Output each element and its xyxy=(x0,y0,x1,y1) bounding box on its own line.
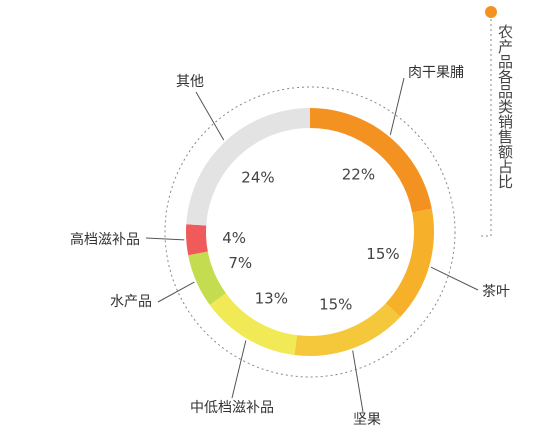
category-label-2: 坚果 xyxy=(353,412,381,428)
leader-lines-group xyxy=(145,77,479,413)
percent-labels-group: 22% 15% 15% 13%7% 4% 24% xyxy=(222,165,399,313)
category-label-3: 中低档滋补品 xyxy=(190,400,274,416)
percent-label-6: 24% xyxy=(241,169,274,187)
percent-label-3: 13% xyxy=(255,289,288,307)
category-label-1: 茶叶 xyxy=(482,284,510,300)
leader-line-0 xyxy=(389,77,405,136)
slice-1 xyxy=(385,208,434,317)
leader-line-2 xyxy=(352,350,364,413)
leader-line-4 xyxy=(157,281,195,303)
slices-group xyxy=(186,108,434,356)
category-label-6: 其他 xyxy=(176,74,204,90)
outer-dotted-ring xyxy=(164,86,456,378)
chart-title: 农产品各品类销售额占比 xyxy=(496,24,514,189)
slice-3 xyxy=(209,293,297,356)
slice-5 xyxy=(186,224,208,256)
category-label-4: 水产品 xyxy=(110,294,152,310)
percent-label-5: 4% xyxy=(222,229,246,247)
title-marker-dot xyxy=(485,6,497,18)
leader-line-3 xyxy=(231,340,247,399)
category-label-0: 肉干果脯 xyxy=(408,65,464,81)
leader-line-6 xyxy=(195,91,225,141)
slice-4 xyxy=(188,251,226,305)
percent-label-2: 15% xyxy=(319,296,352,314)
slice-6 xyxy=(186,108,310,226)
percent-label-1: 15% xyxy=(366,245,399,263)
slice-0 xyxy=(310,108,432,213)
percent-label-0: 22% xyxy=(342,165,375,183)
category-label-5: 高档滋补品 xyxy=(70,231,140,248)
title-connector-line xyxy=(480,14,492,237)
slice-2 xyxy=(294,303,401,356)
percent-label-4: 7% xyxy=(228,254,252,272)
leader-line-5 xyxy=(145,237,185,241)
leader-line-1 xyxy=(430,266,479,291)
